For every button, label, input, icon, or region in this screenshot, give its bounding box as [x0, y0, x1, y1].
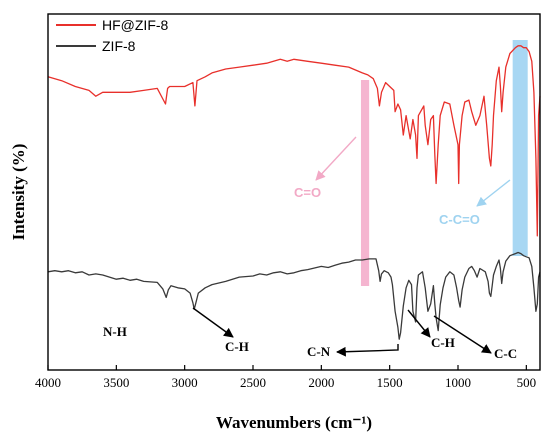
x-tick-label-2500: 2500 [240, 375, 266, 390]
legend-label-hf-zif8: HF@ZIF-8 [102, 17, 169, 33]
x-tick-label-3500: 3500 [103, 375, 129, 390]
label-nh: N-H [103, 324, 127, 339]
legend: HF@ZIF-8 ZIF-8 [56, 17, 169, 54]
legend-label-zif8: ZIF-8 [102, 38, 136, 54]
label-cc: C-C [494, 346, 517, 361]
highlight-band-co [360, 80, 370, 286]
arrow-cco [476, 179, 511, 207]
label-cn: C-N [307, 344, 331, 359]
arrow-co [315, 136, 357, 181]
arrow-cc [433, 315, 492, 354]
x-axis-title: Wavenumbers (cm⁻¹) [216, 413, 372, 432]
y-axis-title: Intensity (%) [9, 144, 28, 241]
spectra-series [47, 45, 541, 340]
x-tick-label-1500: 1500 [377, 375, 403, 390]
x-axis-ticks: 4000 3500 3000 2500 2000 1500 1000 500 [35, 365, 536, 390]
x-tick-label-3000: 3000 [172, 375, 198, 390]
label-ch-2: C-H [431, 335, 455, 350]
x-tick-label-1000: 1000 [445, 375, 471, 390]
highlight-bands [360, 40, 528, 286]
annotations: N-H C-H C-N C-H C-C C=O C-C=O [103, 136, 517, 361]
series-line-hf-zif8 [47, 45, 541, 237]
arrow-ch-2 [407, 309, 431, 338]
x-tick-label-4000: 4000 [35, 375, 61, 390]
arrow-ch-1 [192, 307, 234, 338]
highlight-band-cco [512, 40, 528, 256]
arrow-cn [336, 344, 399, 357]
label-co: C=O [294, 185, 321, 200]
series-line-zif8 [47, 251, 541, 340]
x-tick-label-2000: 2000 [308, 375, 334, 390]
x-tick-label-500: 500 [517, 375, 537, 390]
label-ch-1: C-H [225, 339, 249, 354]
plot-frame [47, 13, 541, 371]
label-cco: C-C=O [439, 212, 480, 227]
